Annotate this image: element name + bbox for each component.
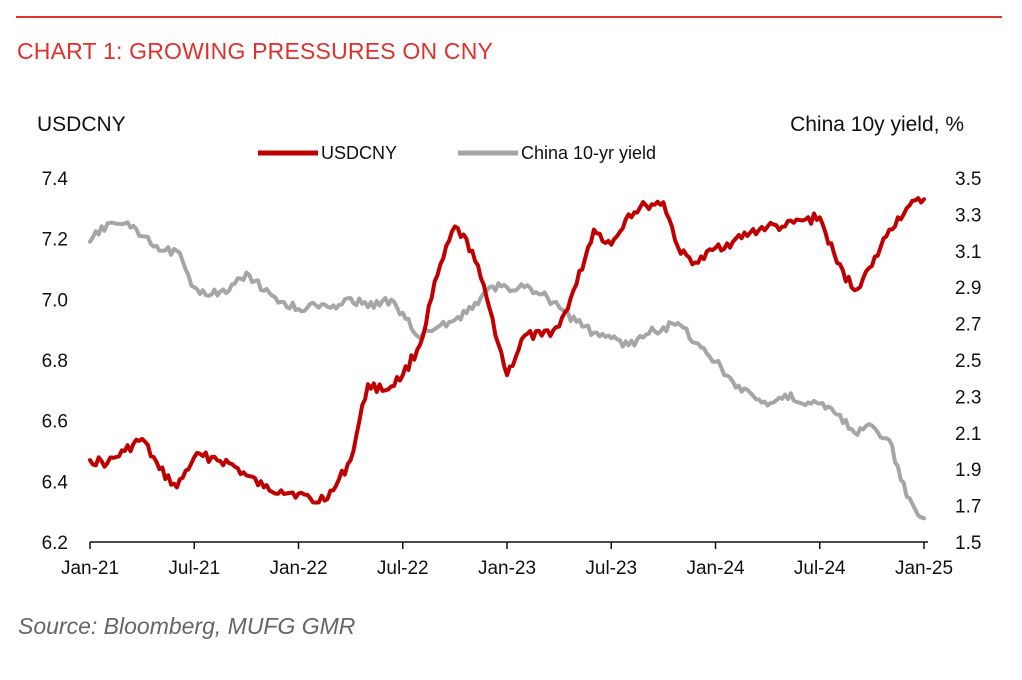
x-tick-label: Jan-21 — [61, 558, 119, 579]
china-10yr-yield-series-line — [88, 220, 926, 521]
usdcny-series-line — [88, 196, 926, 505]
left-tick-label: 7.0 — [42, 290, 68, 311]
source-note: Source: Bloomberg, MUFG GMR — [18, 613, 356, 639]
x-tick-label: Jan-23 — [478, 558, 536, 579]
left-tick-label: 6.8 — [42, 351, 68, 372]
chart-title: CHART 1: GROWING PRESSURES ON CNY — [17, 38, 494, 64]
right-tick-label: 3.5 — [955, 169, 981, 190]
x-tick-label: Jan-24 — [686, 558, 745, 579]
x-tick-label: Jan-25 — [895, 558, 953, 579]
x-tick-label: Jul-24 — [794, 558, 846, 579]
right-tick-label: 1.9 — [955, 460, 981, 481]
right-axis-title: China 10y yield, % — [790, 113, 964, 136]
left-tick-label: 6.6 — [42, 412, 68, 433]
x-tick-label: Jul-23 — [585, 558, 637, 579]
right-tick-label: 2.1 — [955, 424, 981, 445]
x-tick-label: Jul-22 — [377, 558, 429, 579]
left-tick-label: 6.4 — [42, 472, 69, 493]
legend: USDCNY China 10-yr yield — [258, 143, 656, 163]
right-tick-label: 2.7 — [955, 315, 981, 336]
left-tick-label: 7.4 — [42, 169, 69, 190]
right-tick-label: 3.3 — [955, 205, 981, 226]
right-tick-label: 1.7 — [955, 497, 981, 518]
axes-layer: Jan-21 Jul-21 Jan-22 Jul-22 Jan-23 Jul-23 Jan-… — [42, 169, 982, 579]
right-tick-label: 1.5 — [955, 533, 981, 554]
right-tick-label: 2.5 — [955, 351, 981, 372]
series-layer — [88, 196, 926, 521]
x-tick-label: Jan-22 — [269, 558, 327, 579]
legend-china-10yr-yield-label: China 10-yr yield — [521, 143, 656, 163]
left-tick-label: 6.2 — [42, 533, 68, 554]
top-rule — [16, 16, 1002, 18]
legend-usdcny-label: USDCNY — [321, 143, 397, 163]
x-tick-label: Jul-21 — [168, 558, 220, 579]
right-tick-label: 2.3 — [955, 387, 981, 408]
right-tick-label: 2.9 — [955, 278, 981, 299]
left-tick-label: 7.2 — [42, 230, 68, 251]
right-tick-label: 3.1 — [955, 242, 981, 263]
left-axis-title: USDCNY — [37, 113, 126, 136]
